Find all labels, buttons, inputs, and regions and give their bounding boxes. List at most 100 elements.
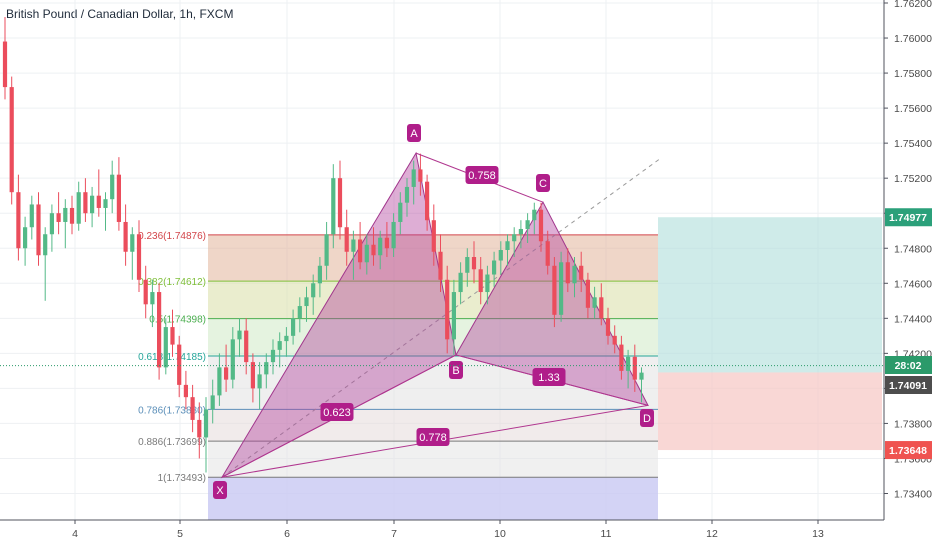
- fib-level-label: 0.786(1.73880): [138, 405, 206, 416]
- candle: [69, 195, 75, 235]
- candle-body: [404, 186, 410, 203]
- candle-body: [224, 367, 229, 380]
- candle-body: [398, 202, 403, 222]
- candle: [29, 195, 34, 240]
- pattern-ratio-label: 1.33: [538, 372, 559, 384]
- candle: [116, 157, 121, 231]
- candle: [49, 204, 54, 252]
- candle: [210, 379, 215, 424]
- candle: [351, 230, 356, 280]
- candle: [525, 213, 530, 243]
- candle: [471, 241, 477, 284]
- candle-body: [237, 330, 242, 340]
- pattern-ratio-box: [320, 403, 354, 421]
- candle: [492, 251, 497, 287]
- candle: [438, 234, 443, 293]
- candle-body: [545, 241, 550, 266]
- candle: [411, 160, 416, 205]
- price-tag-label: 1.74091: [889, 380, 927, 392]
- candle: [304, 286, 309, 322]
- candle-body: [324, 234, 329, 266]
- price-axis-label: 1.73800: [894, 418, 932, 430]
- candle: [56, 192, 61, 235]
- candle: [9, 76, 14, 205]
- fib-band: [208, 355, 658, 410]
- candle-body: [143, 279, 148, 305]
- candle-body: [163, 327, 168, 368]
- candle-body: [110, 174, 115, 200]
- candle-body: [358, 239, 363, 263]
- price-tag-current: [885, 376, 932, 394]
- candle-body: [170, 327, 175, 345]
- pattern-point-box: [213, 481, 227, 499]
- candle: [559, 251, 564, 322]
- candle: [197, 402, 202, 459]
- candle-body: [565, 262, 570, 284]
- candle: [552, 257, 557, 328]
- candle-body: [599, 297, 604, 319]
- candle: [311, 274, 316, 315]
- candle-body: [304, 297, 309, 307]
- candle: [572, 257, 577, 298]
- candle: [110, 160, 115, 214]
- candle-body: [425, 181, 430, 221]
- candle-body: [210, 395, 215, 410]
- candle: [36, 192, 41, 266]
- price-axis-label: 1.75600: [894, 103, 932, 115]
- candle-body: [183, 384, 188, 398]
- candle: [512, 227, 517, 258]
- price-tag-label: 28:02: [895, 360, 922, 372]
- fib-band-extension: [208, 477, 658, 520]
- price-axis-label: 1.76200: [894, 0, 932, 10]
- candle-body: [478, 269, 483, 293]
- candle-body: [492, 260, 497, 275]
- pattern-ratio-box: [532, 368, 566, 386]
- candle-body: [632, 356, 637, 380]
- candle-body: [498, 250, 503, 261]
- candle: [43, 227, 48, 301]
- pattern-ratio-label: 0.758: [468, 170, 496, 182]
- time-axis-label: 5: [177, 528, 183, 540]
- candle: [277, 332, 282, 368]
- price-axis-label: 1.75800: [894, 68, 932, 80]
- candle: [63, 199, 68, 249]
- price-axis-label: 1.73400: [894, 489, 932, 501]
- candle-body: [626, 356, 631, 371]
- candle: [337, 160, 343, 240]
- candle: [203, 397, 209, 473]
- candle-body: [418, 169, 423, 182]
- candle-body: [572, 265, 577, 284]
- candle: [458, 262, 463, 305]
- candle: [291, 309, 296, 345]
- candle: [103, 192, 108, 231]
- pattern-point-label: D: [643, 413, 651, 425]
- candle: [605, 307, 611, 345]
- target-zone: [658, 217, 882, 373]
- candle-body: [29, 204, 34, 228]
- fib-level-label: 0.886(1.73699): [138, 437, 206, 448]
- candle: [639, 367, 644, 403]
- candle: [465, 248, 470, 287]
- candle-body: [177, 344, 182, 385]
- candle: [230, 327, 235, 389]
- candle-body: [451, 292, 456, 340]
- candle-body: [532, 209, 537, 221]
- candle-body: [23, 227, 28, 249]
- candle-body: [123, 221, 128, 252]
- pattern-point-box: [407, 124, 421, 142]
- price-tag-countdown: [885, 356, 932, 374]
- candle-body: [230, 339, 235, 380]
- candle: [632, 344, 637, 392]
- candle: [237, 318, 242, 357]
- price-axis-label: 1.76000: [894, 33, 932, 45]
- candle-body: [317, 265, 322, 284]
- candle-body: [36, 204, 41, 256]
- candle: [136, 220, 142, 293]
- candle: [518, 220, 523, 249]
- price-axis-label: 1.75400: [894, 138, 932, 150]
- candle: [451, 279, 456, 356]
- candle: [83, 178, 88, 222]
- candle: [418, 153, 423, 196]
- candle-body: [512, 234, 517, 242]
